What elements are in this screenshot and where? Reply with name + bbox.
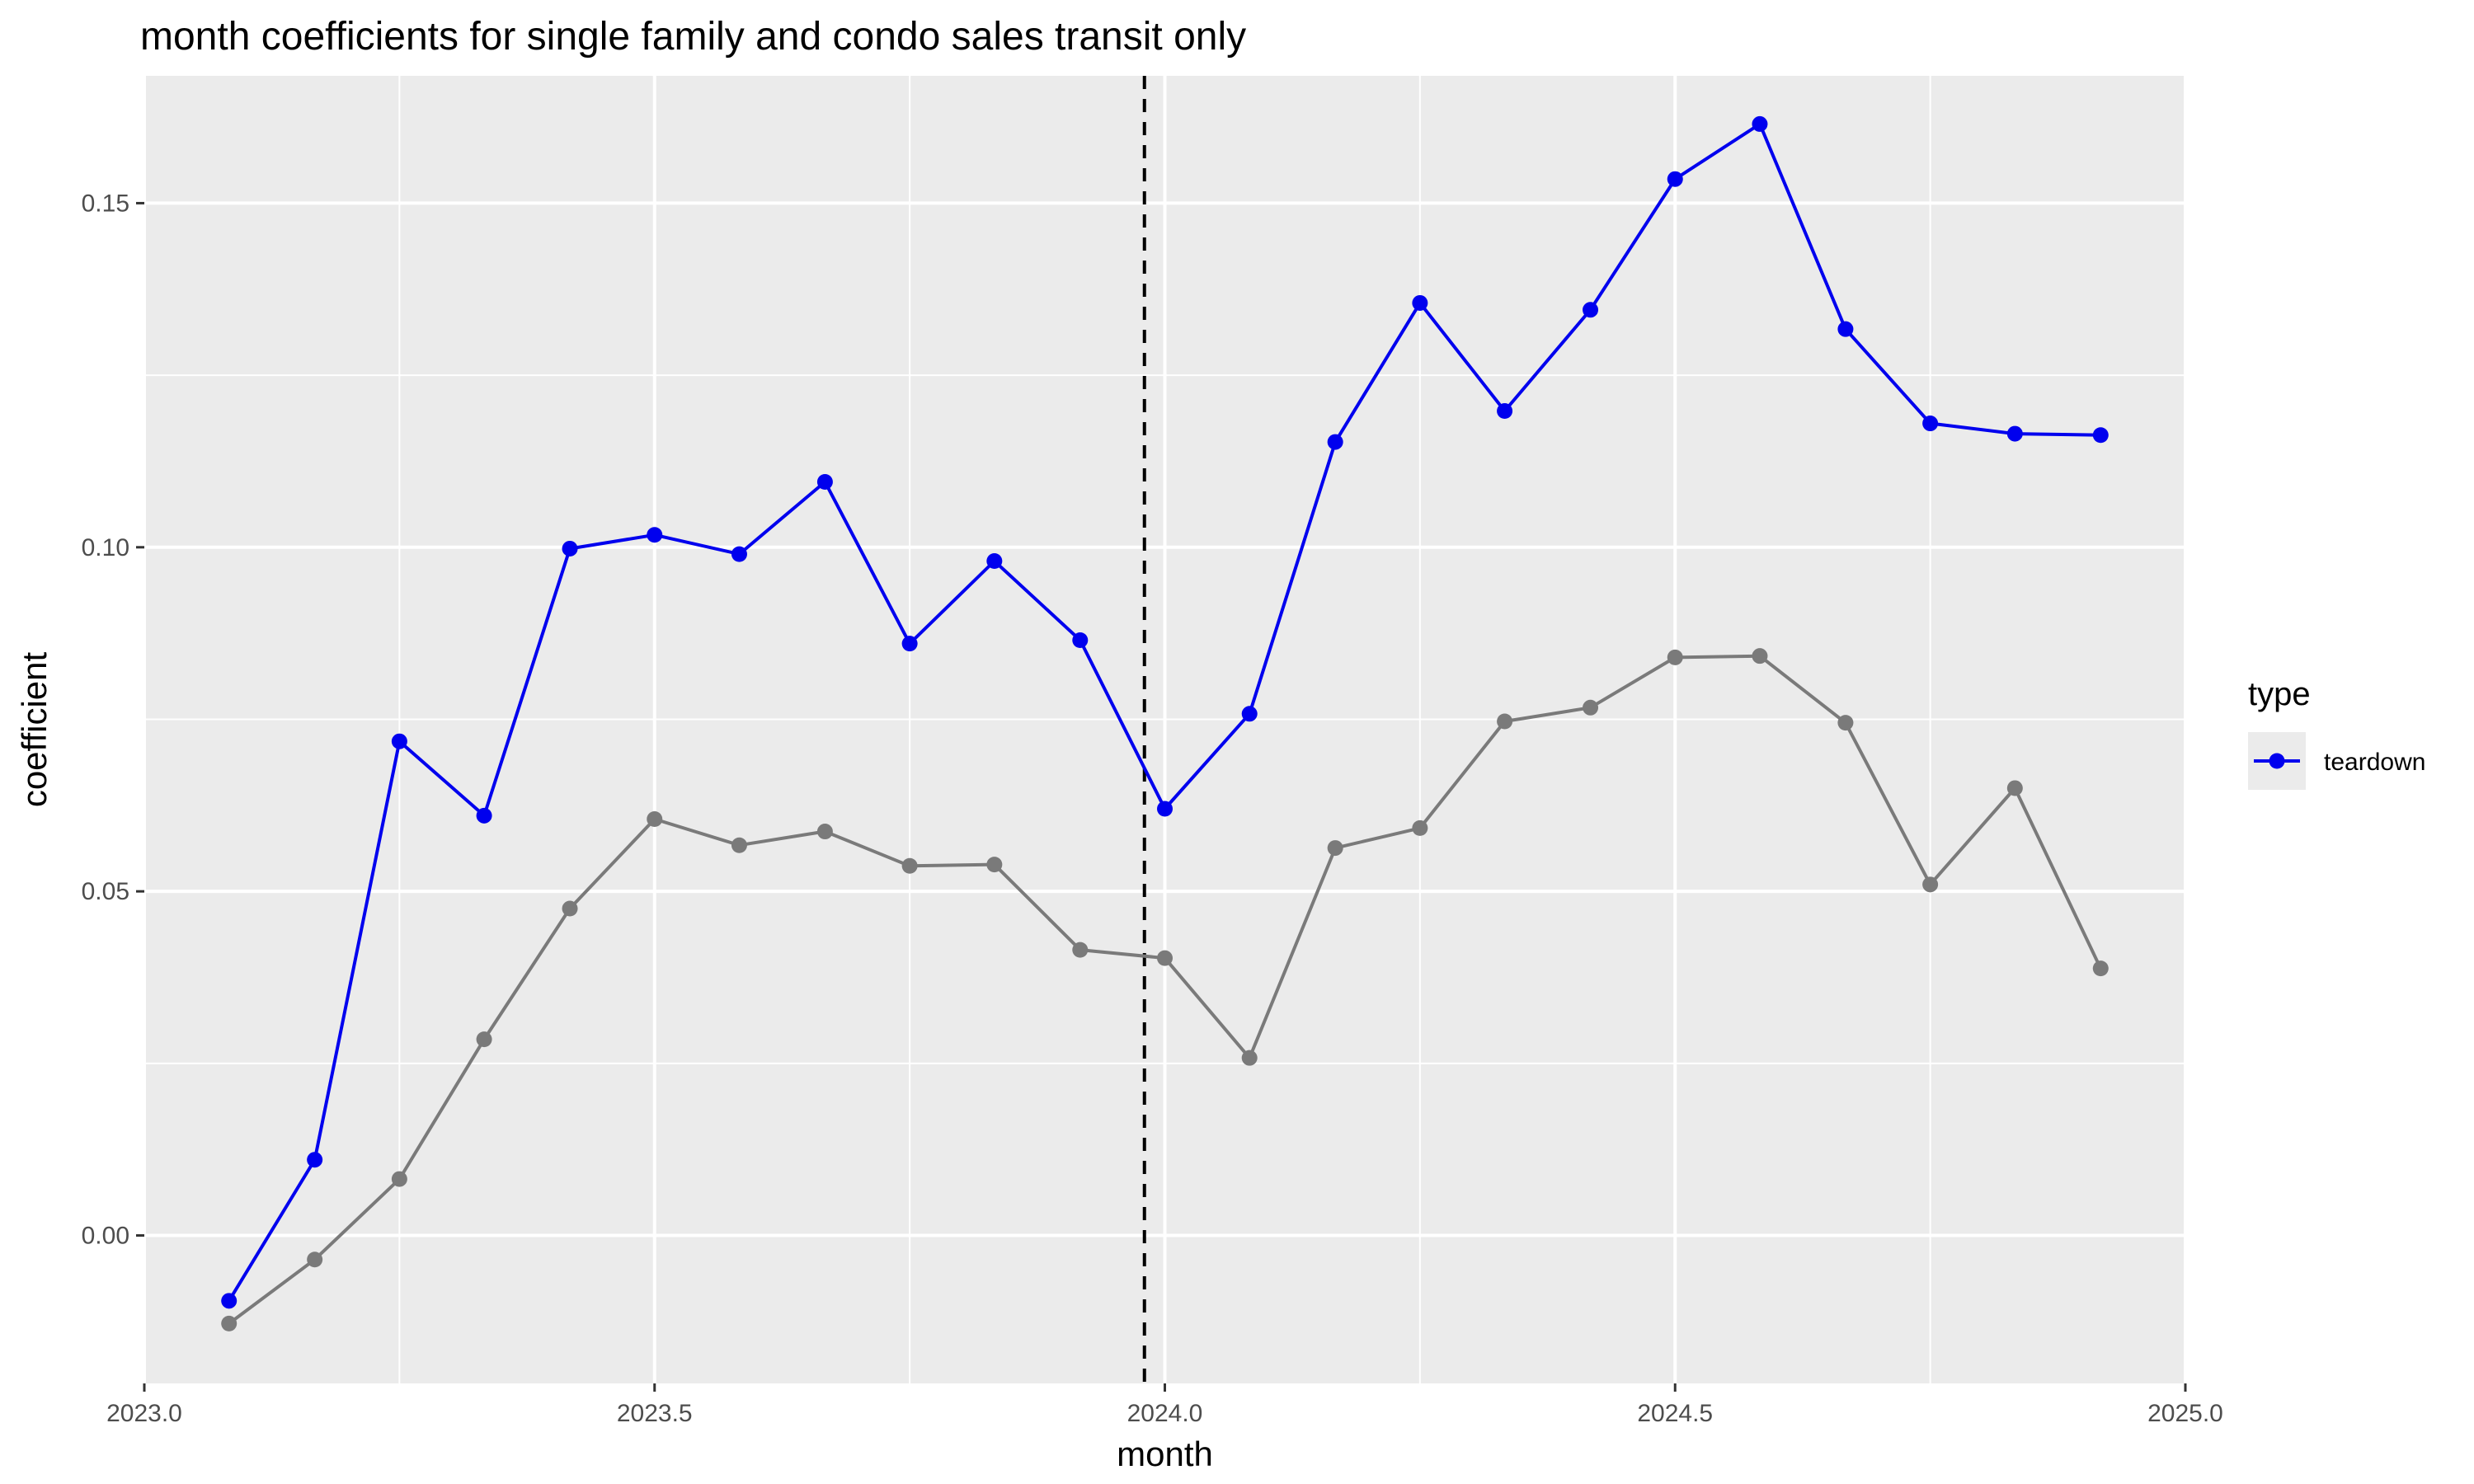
x-axis: 2023.0 2023.5 2024.0 2024.5 2025.0 [106,1383,2223,1427]
series-0 [221,115,2109,1309]
data-point [1412,819,1428,836]
legend-title: type [2248,676,2311,712]
data-point [562,900,578,917]
data-point [1922,416,1939,432]
x-tick-label: 2023.5 [617,1400,693,1427]
legend-key-point [2269,753,2285,769]
data-point [1327,434,1343,450]
data-point [1241,706,1258,722]
y-tick-label: 0.05 [82,878,129,905]
data-point [2006,780,2023,796]
data-point [476,807,492,824]
data-point [1241,1050,1258,1066]
data-point [1583,302,1599,318]
grid-major [143,76,2187,1383]
series-1 [221,648,2109,1331]
x-tick-label: 2025.0 [2147,1400,2223,1427]
data-point [647,811,663,828]
data-point [816,473,833,490]
data-point [391,733,407,749]
chart-title: month coefficients for single family and… [140,15,1246,59]
data-point [2092,960,2109,977]
data-point [1157,950,1173,966]
data-point [1497,713,1513,730]
y-axis: 0.00 0.05 0.10 0.15 [82,190,144,1250]
y-axis-title: coefficient [15,651,54,807]
x-axis-title: month [1117,1435,1213,1473]
data-point [901,636,918,652]
data-point [1752,115,1768,132]
data-point [221,1315,238,1331]
data-point [307,1152,323,1168]
data-point [1837,321,1854,337]
data-point [1072,942,1089,958]
y-tick-label: 0.15 [82,190,129,217]
data-point [901,857,918,874]
data-point [986,857,1003,873]
data-point [731,546,747,562]
data-point [1157,801,1173,817]
y-tick-label: 0.00 [82,1223,129,1250]
data-point [307,1252,323,1268]
legend: type teardown [2248,676,2425,790]
data-point [1412,294,1428,311]
data-point [1667,171,1683,187]
data-point [986,552,1003,569]
data-point [1327,840,1343,857]
data-point [1837,715,1854,731]
legend-label: teardown [2324,749,2425,776]
data-point [2092,427,2109,444]
data-point [221,1293,238,1309]
data-point [476,1031,492,1048]
data-point [647,527,663,543]
data-point [1583,699,1599,716]
data-point [562,540,578,556]
data-point [731,837,747,853]
data-point [1752,648,1768,665]
data-point [1667,649,1683,665]
data-point [1922,876,1939,893]
x-tick-label: 2024.5 [1637,1400,1713,1427]
x-tick-label: 2023.0 [106,1400,182,1427]
y-tick-label: 0.10 [82,534,129,561]
series-layer [221,115,2109,1331]
data-point [391,1171,407,1187]
data-point [816,824,833,840]
data-point [1072,632,1089,648]
data-point [2006,425,2023,442]
x-tick-label: 2024.0 [1127,1400,1203,1427]
data-point [1497,403,1513,420]
